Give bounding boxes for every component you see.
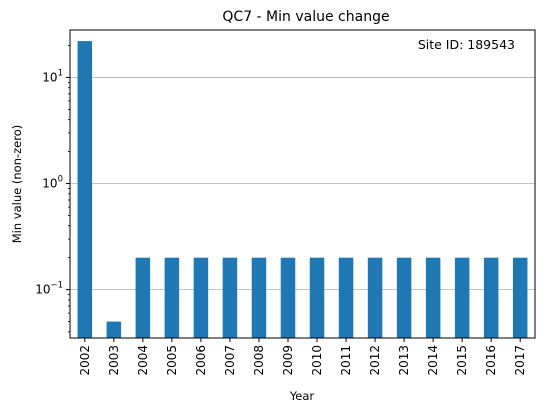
bar-2016 [483, 257, 499, 338]
x-tick-label: 2013 [397, 345, 411, 376]
bar-2009 [280, 257, 296, 338]
bar-2005 [164, 257, 180, 338]
bar-2014 [425, 257, 441, 338]
x-tick-label: 2017 [513, 345, 527, 376]
y-tick-label: 100 [42, 175, 63, 191]
x-tick-label: 2012 [368, 345, 382, 376]
bar-2012 [367, 257, 383, 338]
x-tick-label: 2016 [484, 345, 498, 376]
bar-2002 [77, 41, 93, 338]
x-tick-label: 2014 [426, 345, 440, 376]
bar-2013 [396, 257, 412, 338]
y-axis-ticks: 10−1 100 101 [35, 45, 70, 333]
x-tick-label: 2005 [165, 345, 179, 376]
x-tick-label: 2007 [223, 345, 237, 376]
y-axis-label: Min value (non-zero) [10, 125, 24, 244]
x-tick-label: 2003 [107, 345, 121, 376]
bars [77, 41, 528, 338]
x-axis-label: Year [289, 389, 315, 403]
x-tick-label: 2009 [281, 345, 295, 376]
chart-title: QC7 - Min value change [222, 9, 389, 25]
bar-2008 [251, 257, 267, 338]
bar-2003 [106, 321, 122, 338]
site-id-annotation: Site ID: 189543 [418, 37, 515, 52]
x-tick-label: 2006 [194, 345, 208, 376]
x-tick-label: 2015 [455, 345, 469, 376]
bar-2010 [309, 257, 325, 338]
bar-2006 [193, 257, 209, 338]
x-tick-label: 2010 [310, 345, 324, 376]
bar-2017 [512, 257, 528, 338]
x-tick-label: 2011 [339, 345, 353, 376]
x-axis-ticks: 2002 2003 2004 2005 2006 2007 2008 2009 2010 2011… [78, 338, 527, 376]
x-tick-label: 2008 [252, 345, 266, 376]
bar-2011 [338, 257, 354, 338]
x-tick-label: 2002 [78, 345, 92, 376]
bar-2004 [135, 257, 151, 338]
y-tick-label: 101 [42, 68, 63, 84]
y-tick-label: 10−1 [35, 281, 63, 297]
x-tick-label: 2004 [136, 345, 150, 376]
bar-2007 [222, 257, 238, 338]
bar-2015 [454, 257, 470, 338]
